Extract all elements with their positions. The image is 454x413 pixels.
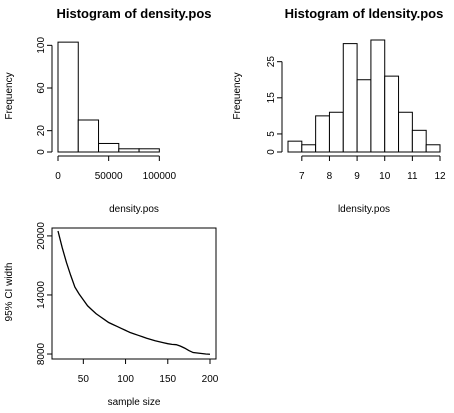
x-tick-label-1-2: 100000 xyxy=(143,171,177,182)
histogram-bar-2-7 xyxy=(384,75,400,153)
chart-title-2: Histogram of ldensity.pos xyxy=(285,6,444,21)
x-axis-label-3: sample size xyxy=(108,397,161,408)
y-axis-label-3: 95% CI width xyxy=(4,263,15,322)
y-tick-label-2-3: 25 xyxy=(266,56,277,68)
y-tick-label-3-1: 14000 xyxy=(36,281,47,309)
histogram-bar-1-2 xyxy=(98,142,120,153)
x-tick-label-3-2: 150 xyxy=(159,374,176,385)
x-tick-label-2-3: 10 xyxy=(379,171,391,182)
x-tick-label-1-0: 0 xyxy=(55,171,61,182)
plot-frame-3 xyxy=(51,227,217,360)
x-tick-label-2-4: 11 xyxy=(407,171,418,182)
x-axis-label-2: ldensity.pos xyxy=(338,204,390,215)
y-tick-label-2-2: 15 xyxy=(266,92,277,104)
y-tick-label-1-0: 0 xyxy=(36,149,47,155)
y-tick-label-2-1: 5 xyxy=(266,131,277,137)
x-tick-label-2-5: 12 xyxy=(434,171,446,182)
x-tick-label-2-1: 8 xyxy=(327,171,333,182)
y-tick-label-2-0: 0 xyxy=(266,149,277,155)
y-tick-label-3-0: 8000 xyxy=(36,342,47,365)
x-axis-label-1: density.pos xyxy=(109,204,159,215)
ci-width-line xyxy=(57,230,211,355)
histogram-bar-2-3 xyxy=(328,111,344,153)
x-tick-label-3-1: 100 xyxy=(117,374,134,385)
y-tick-label-1-3: 100 xyxy=(36,37,47,54)
x-tick-label-3-3: 200 xyxy=(202,374,219,385)
histogram-bar-2-8 xyxy=(398,111,413,153)
histogram-bar-2-2 xyxy=(315,115,330,153)
y-axis-label-2: Frequency xyxy=(232,72,243,119)
histogram-bar-2-6 xyxy=(370,39,386,153)
y-axis-label-1: Frequency xyxy=(4,72,15,119)
histogram-bar-1-1 xyxy=(77,119,100,153)
histogram-bar-2-0 xyxy=(287,140,303,153)
histogram-bar-2-5 xyxy=(356,79,372,153)
histogram-bar-1-4 xyxy=(138,148,160,153)
y-tick-label-3-2: 20000 xyxy=(36,222,47,250)
histogram-bar-2-4 xyxy=(342,43,358,153)
histogram-bar-1-3 xyxy=(118,148,140,153)
x-tick-label-2-0: 7 xyxy=(299,171,305,182)
x-tick-label-1-1: 50000 xyxy=(95,171,123,182)
x-tick-label-3-0: 50 xyxy=(78,374,90,385)
histogram-bar-1-0 xyxy=(57,41,79,153)
histogram-bar-2-10 xyxy=(425,144,441,153)
histogram-bar-2-9 xyxy=(411,129,427,153)
x-tick-label-2-2: 9 xyxy=(354,171,360,182)
histogram-bar-2-1 xyxy=(301,144,317,153)
y-tick-label-1-1: 20 xyxy=(36,125,47,137)
chart-title-1: Histogram of density.pos xyxy=(56,6,211,21)
y-tick-label-1-2: 60 xyxy=(36,82,47,94)
